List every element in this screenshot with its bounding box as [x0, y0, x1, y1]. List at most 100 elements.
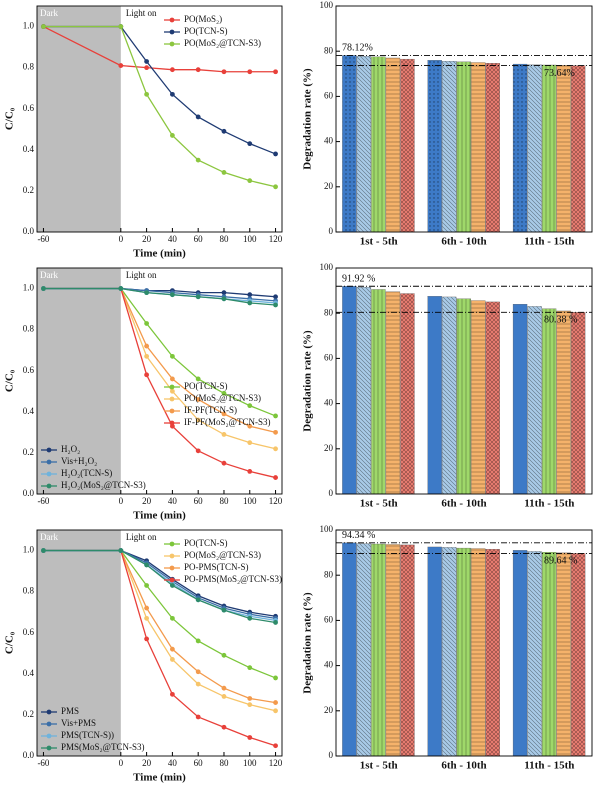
y-axis-label: C/C₀ — [4, 631, 16, 654]
line — [43, 287, 276, 450]
x-tick-label: 6th - 10th — [441, 498, 486, 510]
y-tick-label: 0.0 — [23, 488, 35, 498]
legend-marker — [169, 408, 175, 414]
y-tick-label: 40 — [324, 660, 334, 670]
panel: Degradation rate (%) 0 20 40 60 80 100 1st - 5t… — [302, 0, 593, 248]
x-tick-label: 11th - 15th — [524, 760, 574, 772]
x-tick-label: 1st - 5th — [360, 760, 398, 772]
marker — [169, 353, 175, 359]
x-tick-label: 1st - 5th — [360, 236, 398, 248]
y-tick-label: 20 — [324, 181, 334, 191]
marker — [273, 413, 278, 419]
x-axis-label: Time (min) — [133, 510, 186, 522]
legend-marker — [46, 459, 52, 465]
line — [43, 25, 276, 155]
annotation: Light on — [126, 532, 157, 542]
marker — [221, 170, 227, 175]
bar — [356, 543, 372, 757]
legend-label: PMS — [61, 706, 79, 716]
y-tick-label: 0.4 — [23, 144, 35, 154]
marker — [195, 669, 201, 675]
x-tick-label: 11th - 15th — [524, 236, 574, 248]
marker — [169, 691, 175, 697]
x-axis-label: Time (min) — [133, 772, 186, 784]
y-tick-label: 20 — [324, 443, 334, 453]
marker — [144, 636, 150, 642]
marker — [144, 562, 150, 568]
plot-frame — [36, 529, 283, 757]
bar — [512, 63, 528, 233]
y-tick-label: 0.2 — [23, 447, 34, 457]
marker — [273, 294, 278, 300]
y-tick-label: 0.8 — [23, 324, 35, 334]
y-axis-label: Degradation rate (%) — [302, 592, 314, 694]
y-tick-label: 1.0 — [23, 545, 35, 555]
x-tick-label: 120 — [269, 758, 283, 768]
bar — [527, 306, 542, 495]
marker — [247, 69, 253, 75]
line — [43, 287, 276, 417]
marker — [247, 300, 253, 306]
marker — [247, 440, 253, 446]
legend-marker — [46, 471, 52, 477]
legend-marker — [46, 483, 52, 489]
bar — [527, 551, 542, 757]
bar — [485, 301, 500, 495]
bar — [385, 544, 401, 757]
y-tick-label: 0.0 — [23, 750, 35, 760]
annotation: Light on — [126, 8, 157, 18]
marker — [195, 294, 201, 300]
marker — [273, 446, 278, 452]
marker — [195, 714, 201, 720]
legend-marker — [169, 41, 175, 47]
bar — [556, 552, 571, 757]
marker — [169, 91, 175, 97]
legend-marker — [169, 553, 175, 559]
y-tick-label: 80 — [324, 569, 334, 579]
marker — [195, 397, 201, 402]
bar — [385, 57, 401, 233]
marker — [221, 607, 227, 613]
x-tick-label: 20 — [142, 758, 152, 768]
reference-label: 94.34 % — [342, 530, 375, 541]
marker — [221, 290, 227, 296]
x-tick-label: 60 — [194, 496, 204, 506]
plot-frame — [36, 267, 283, 495]
marker — [273, 302, 278, 308]
x-tick-label: 80 — [219, 758, 229, 768]
x-tick-label: 11th - 15th — [524, 498, 574, 510]
y-tick-label: 40 — [324, 136, 334, 146]
marker — [169, 376, 175, 382]
bar — [471, 62, 486, 233]
bar — [356, 56, 372, 233]
y-tick-label: 80 — [324, 45, 334, 55]
line — [43, 549, 276, 747]
marker — [273, 675, 278, 681]
y-tick-label: 0.4 — [23, 668, 35, 678]
bar — [471, 548, 486, 757]
bar — [385, 291, 401, 495]
plot-frame — [335, 5, 593, 233]
y-tick-label: 0.2 — [23, 185, 34, 195]
plot-frame — [335, 529, 593, 757]
panel: Degradation rate (%) 0 20 40 60 80 100 1st - 5t… — [302, 262, 593, 510]
x-tick-label: 40 — [168, 758, 178, 768]
x-tick-label: 80 — [219, 496, 229, 506]
marker — [247, 423, 253, 429]
legend-marker — [46, 745, 52, 751]
bar — [485, 63, 500, 233]
bar — [400, 58, 415, 233]
line — [43, 25, 276, 188]
marker — [144, 605, 150, 611]
marker — [169, 292, 175, 298]
legend-marker — [169, 17, 175, 23]
marker — [247, 665, 253, 671]
x-tick-label: 20 — [142, 496, 152, 506]
marker — [273, 700, 278, 705]
y-axis-label: Degradation rate (%) — [302, 330, 314, 432]
marker — [169, 388, 175, 394]
marker — [221, 432, 227, 437]
legend-label: PO(MoS₂) — [184, 14, 222, 24]
marker — [195, 114, 201, 120]
